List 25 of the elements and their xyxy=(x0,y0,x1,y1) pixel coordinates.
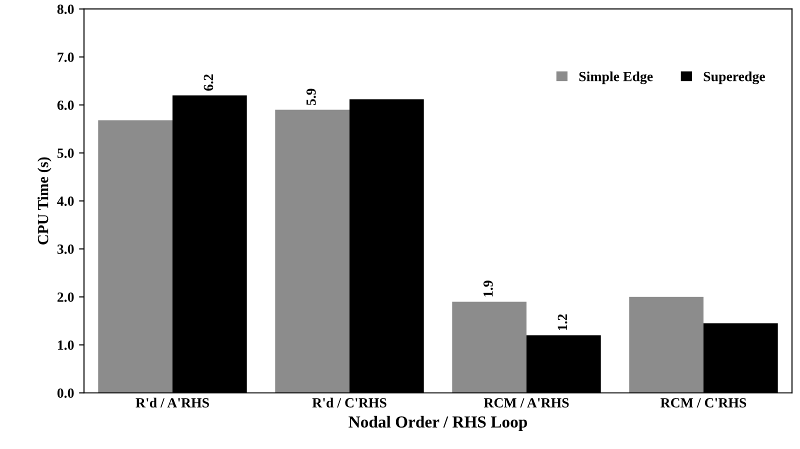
y-tick-label: 8.0 xyxy=(57,4,74,14)
bar xyxy=(98,120,172,393)
y-tick-label: 4.0 xyxy=(57,196,74,206)
y-tick-label: 3.0 xyxy=(57,244,74,254)
data-label: 5.9 xyxy=(306,88,316,106)
x-axis-title: Nodal Order / RHS Loop xyxy=(348,416,528,431)
x-tick-label: RCM / A'RHS xyxy=(484,398,569,408)
data-label: 1.2 xyxy=(558,314,568,330)
y-axis-title: CPU Time (s) xyxy=(38,157,52,244)
y-tick-label: 6.0 xyxy=(57,100,74,110)
x-tick-label: R'd / C'RHS xyxy=(312,398,386,408)
data-label: 6.2 xyxy=(204,74,214,91)
bar xyxy=(629,296,704,393)
y-tick-label: 1.0 xyxy=(58,340,74,350)
y-tick-label: 0.0 xyxy=(57,388,74,398)
y-tick-label: 5.0 xyxy=(57,148,74,158)
x-tick-label: R'd / A'RHS xyxy=(136,398,209,408)
legend-label: Superedge xyxy=(704,71,765,84)
y-tick-label: 2.0 xyxy=(58,292,74,302)
x-tick-label: RCM / C'RHS xyxy=(660,398,746,408)
data-label: 1.9 xyxy=(483,280,493,296)
legend-label: Simple Edge xyxy=(579,71,653,84)
bar xyxy=(275,110,350,393)
bar xyxy=(452,302,526,393)
y-tick-label: 7.0 xyxy=(58,52,74,62)
